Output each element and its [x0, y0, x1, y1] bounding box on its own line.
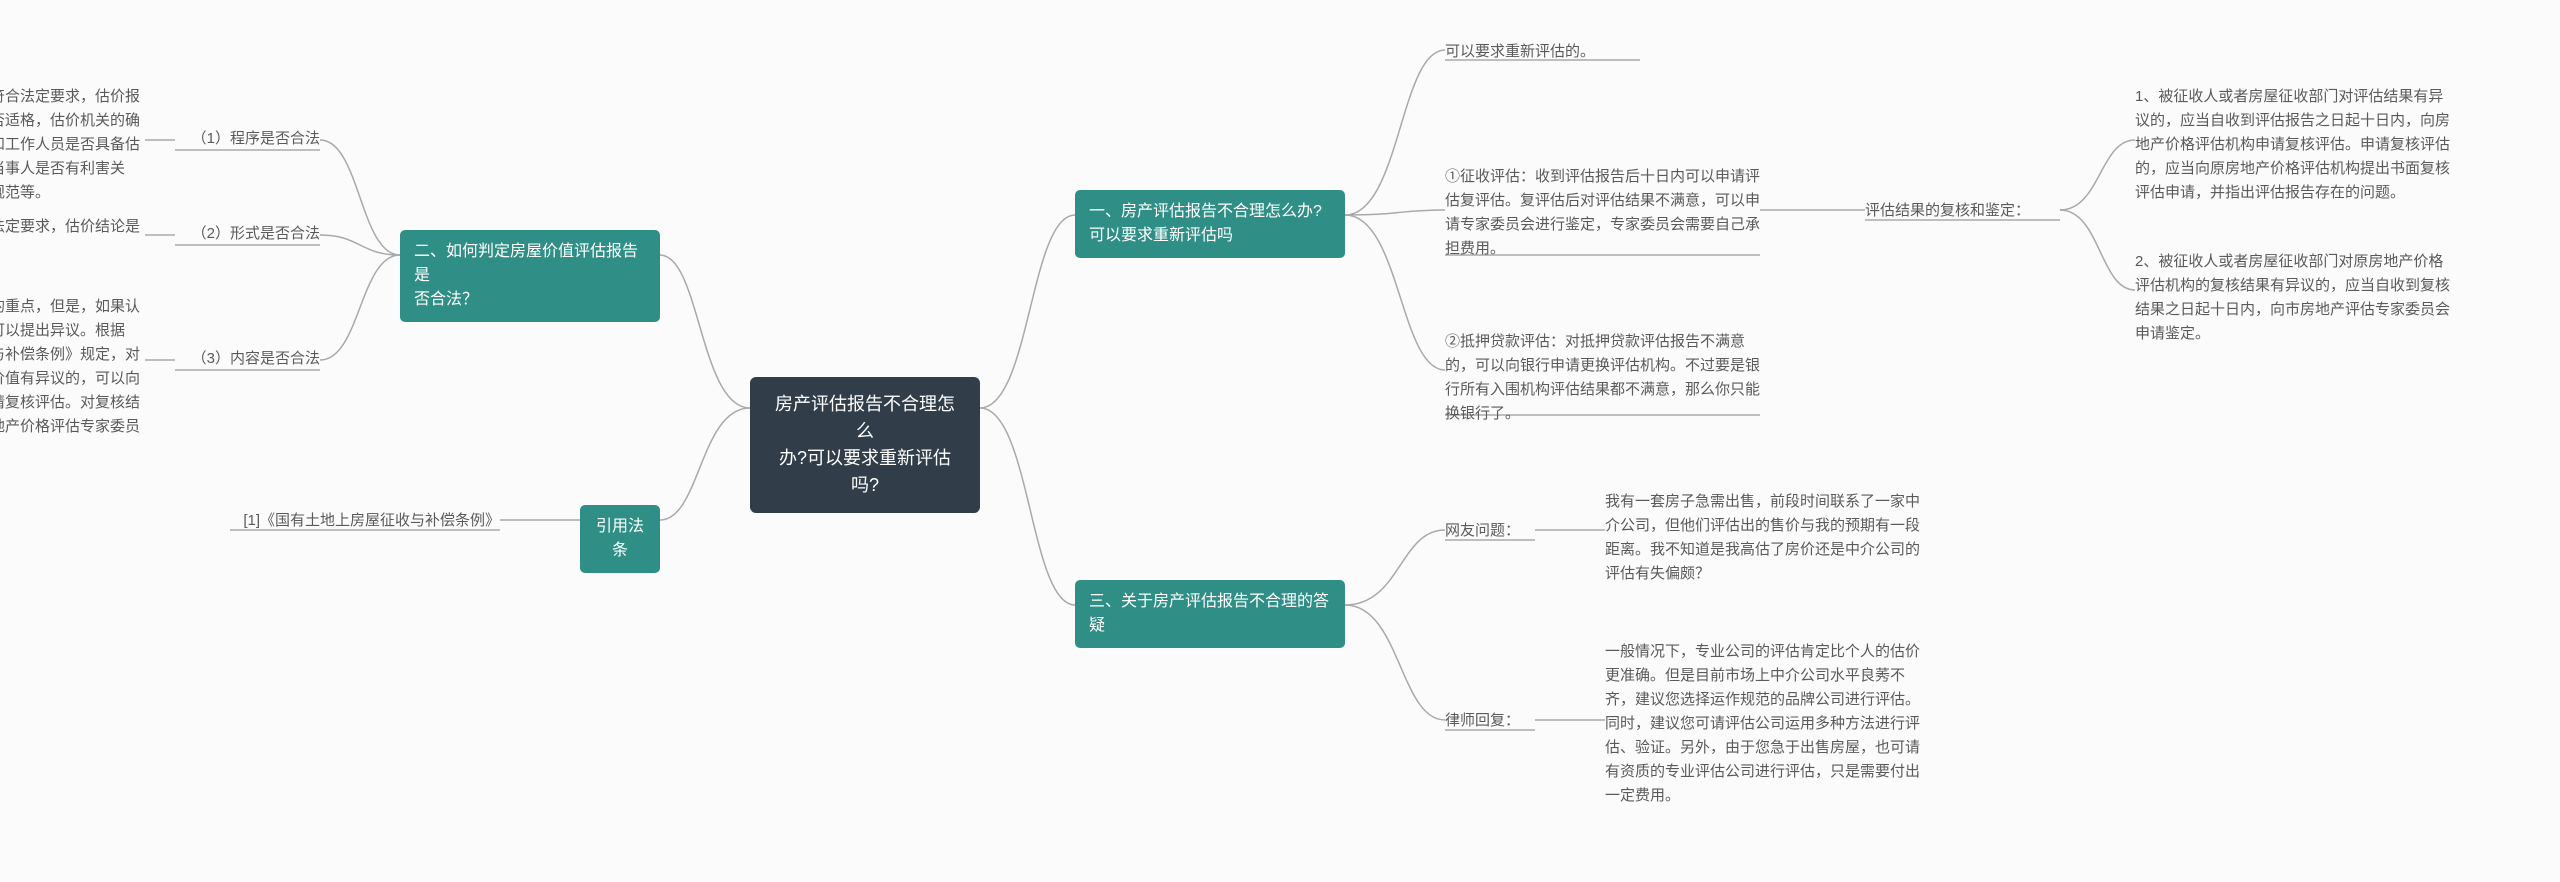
root-node: 房产评估报告不合理怎么 办?可以要求重新评估吗?	[750, 377, 980, 513]
section1-item2-sub1: 1、被征收人或者房屋征收部门对评估结果有异议的，应当自收到评估报告之日起十日内，…	[2135, 85, 2455, 205]
section1-item3: ②抵押贷款评估：对抵押贷款评估报告不满意的，可以向银行申请更换评估机构。不过要是…	[1445, 330, 1760, 426]
section1-item2-sub2: 2、被征收人或者房屋征收部门对原房地产价格评估机构的复核结果有异议的，应当自收到…	[2135, 250, 2455, 346]
s2-item1-text: 主要审查评估程序是否符合法定要求，估价报告记载的估价提起人是否适格，估价机关的确…	[0, 85, 145, 205]
q-label: 网友问题：	[1445, 520, 1520, 543]
law-ref: [1]《国有土地上房屋征收与补偿条例》	[230, 510, 500, 533]
section2-line2: 否合法？	[414, 291, 478, 308]
section1-line1: 一、房产评估报告不合理怎么办?	[1089, 203, 1322, 220]
s2-item3-label: （3）内容是否合法	[180, 348, 320, 371]
section1-item2: ①征收评估：收到评估报告后十日内可以申请评估复评估。复评估后对评估结果不满意，可…	[1445, 165, 1760, 261]
section1-line2: 可以要求重新评估吗	[1089, 227, 1233, 244]
law-title: 引用法条	[596, 518, 644, 559]
section2-node: 二、如何判定房屋价值评估报告是 否合法？	[400, 230, 660, 322]
s2-item3-text: 内容审查虽然不是审查的重点，但是，如果认为评估结果可能不实，可以提出异议。根据《…	[0, 295, 145, 463]
section2-line1: 二、如何判定房屋价值评估报告是	[414, 243, 638, 284]
law-node: 引用法条	[580, 505, 660, 573]
section3-title: 三、关于房产评估报告不合理的答疑	[1089, 593, 1329, 634]
section1-node: 一、房产评估报告不合理怎么办? 可以要求重新评估吗	[1075, 190, 1345, 258]
root-title-line1: 房产评估报告不合理怎么	[775, 394, 955, 441]
s2-item1-label: （1）程序是否合法	[180, 128, 320, 151]
section1-item2-sublabel: 评估结果的复核和鉴定：	[1865, 200, 2065, 223]
a-label: 律师回复：	[1445, 710, 1520, 733]
a-text: 一般情况下，专业公司的评估肯定比个人的估价更准确。但是目前市场上中介公司水平良莠…	[1605, 640, 1925, 808]
q-text: 我有一套房子急需出售，前段时间联系了一家中介公司，但他们评估出的售价与我的预期有…	[1605, 490, 1925, 586]
s2-item2-text: 估价报告形式是否符合法定要求，估价结论是否有合理的分析过程等。	[0, 215, 145, 263]
root-title-line2: 办?可以要求重新评估吗?	[779, 448, 951, 495]
section3-node: 三、关于房产评估报告不合理的答疑	[1075, 580, 1345, 648]
section1-item1: 可以要求重新评估的。	[1445, 40, 1765, 64]
s2-item2-label: （2）形式是否合法	[180, 223, 320, 246]
